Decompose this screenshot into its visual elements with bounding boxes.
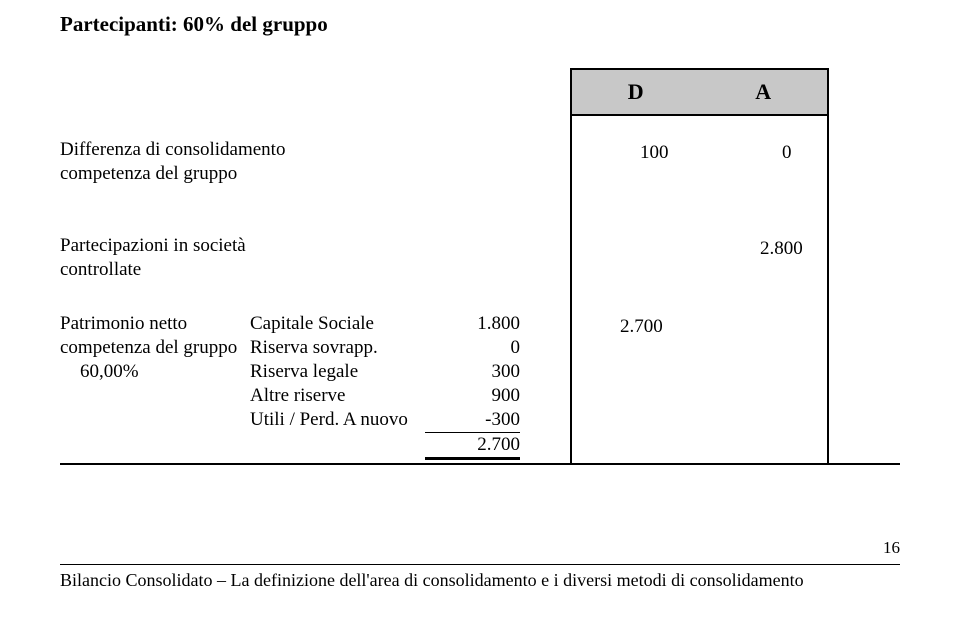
- page-number: 16: [883, 538, 900, 558]
- row3-mid1: Capitale Sociale: [250, 312, 425, 336]
- t-account: D A: [570, 68, 829, 463]
- t-row1-d: 100: [640, 142, 669, 164]
- page-title: Partecipanti: 60% del gruppo: [60, 12, 900, 37]
- row2-line1: Partecipazioni in società: [60, 234, 560, 258]
- t-account-header: D A: [572, 68, 827, 116]
- row1-labels: Differenza di consolidamento competenza …: [60, 138, 560, 186]
- row3-total: 2.700: [425, 433, 520, 458]
- t-account-header-a: A: [700, 79, 828, 105]
- row2-labels: Partecipazioni in società controllate: [60, 234, 560, 282]
- row3-mid4: Altre riserve: [250, 384, 425, 408]
- row3-num5: -300: [425, 408, 520, 433]
- row1-line2: competenza del gruppo: [60, 162, 560, 186]
- t-row3-d: 2.700: [620, 316, 663, 338]
- row3-mid: Capitale Sociale Riserva sovrapp. Riserv…: [250, 312, 425, 458]
- row3-num1: 1.800: [425, 312, 520, 336]
- row1-line1: Differenza di consolidamento: [60, 138, 560, 162]
- row3-num2: 0: [425, 336, 520, 360]
- row3-mid2: Riserva sovrapp.: [250, 336, 425, 360]
- row3-numbers: 1.800 0 300 900 -300 2.700: [425, 312, 520, 458]
- row3-num4: 900: [425, 384, 520, 408]
- row3-left3: 60,00%: [60, 360, 250, 384]
- footer-separator: [60, 564, 900, 565]
- section-bottom-rule: [60, 463, 900, 465]
- footer-text: Bilancio Consolidato – La definizione de…: [60, 570, 804, 591]
- row3-left1: Patrimonio netto: [60, 312, 250, 336]
- row3-mid5: Utili / Perd. A nuovo: [250, 408, 425, 432]
- t-account-header-d: D: [572, 79, 700, 105]
- row3-block: Patrimonio netto competenza del gruppo 6…: [60, 312, 560, 458]
- row3-left2: competenza del gruppo: [60, 336, 250, 360]
- row2-line2: controllate: [60, 258, 560, 282]
- row3-num3: 300: [425, 360, 520, 384]
- row3-mid3: Riserva legale: [250, 360, 425, 384]
- row3-left: Patrimonio netto competenza del gruppo 6…: [60, 312, 250, 458]
- page: Partecipanti: 60% del gruppo D A 100 0 2…: [0, 0, 960, 617]
- t-row1-a: 0: [782, 142, 792, 164]
- t-row2-a: 2.800: [760, 238, 803, 260]
